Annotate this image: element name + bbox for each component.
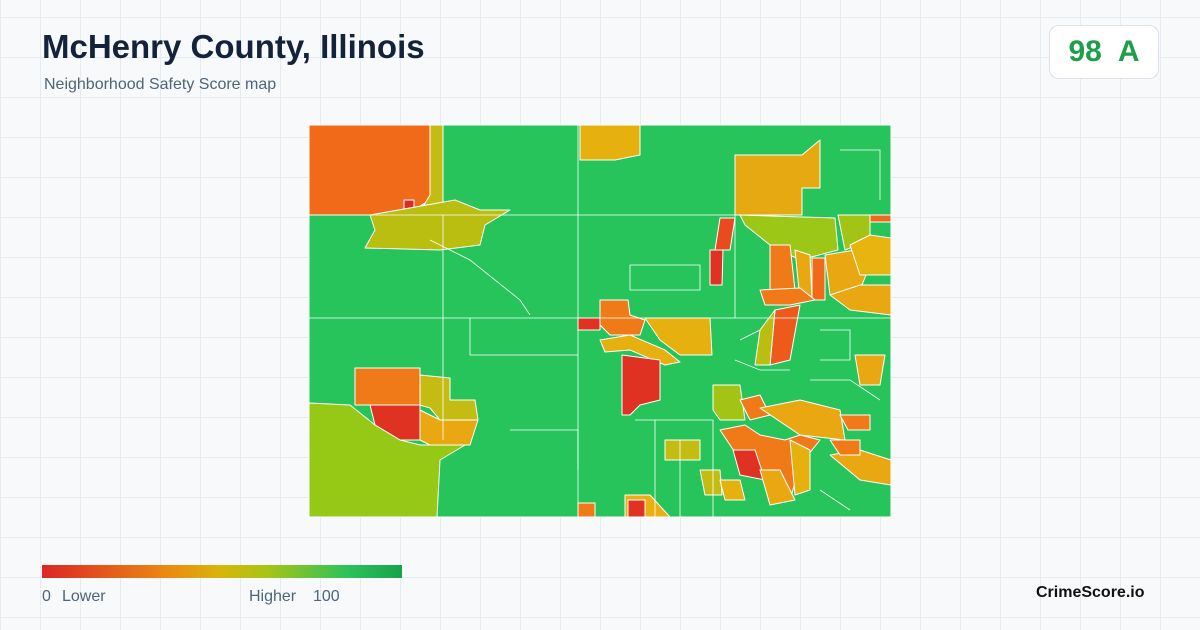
legend-max: 100	[313, 588, 340, 605]
score-value: 98	[1068, 35, 1102, 68]
title: McHenry County, Illinois	[42, 28, 425, 65]
legend-gradient	[42, 565, 402, 578]
score-badge: 98 A	[1049, 25, 1159, 79]
score-grade: A	[1117, 35, 1140, 68]
subtitle: Neighborhood Safety Score map	[44, 76, 277, 93]
legend-min-label: Lower	[62, 588, 106, 605]
brand: CrimeScore.io	[1036, 584, 1145, 601]
legend-min: 0	[42, 588, 51, 605]
legend-max-label: Higher	[249, 588, 297, 605]
